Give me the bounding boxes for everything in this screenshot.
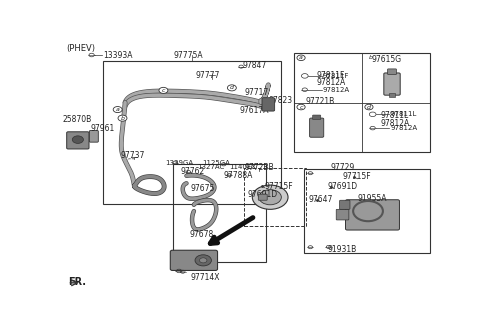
FancyBboxPatch shape (384, 73, 400, 95)
Circle shape (259, 190, 281, 205)
Text: 97811F: 97811F (317, 71, 345, 80)
Circle shape (365, 104, 373, 110)
Text: 97811L: 97811L (381, 111, 409, 120)
Text: 97812A: 97812A (322, 87, 349, 93)
Text: c: c (300, 105, 303, 110)
Text: 97729: 97729 (331, 163, 355, 172)
Circle shape (200, 258, 207, 263)
Text: 97777: 97777 (196, 71, 220, 80)
Text: 1339GA: 1339GA (165, 160, 193, 166)
Text: 97675: 97675 (190, 184, 215, 194)
FancyBboxPatch shape (258, 194, 267, 200)
Text: b: b (120, 116, 124, 121)
Text: 97691D: 97691D (248, 190, 278, 199)
Bar (244, 168, 305, 226)
Circle shape (297, 55, 305, 61)
FancyBboxPatch shape (312, 115, 321, 120)
Text: 97788A: 97788A (224, 171, 253, 180)
Text: (PHEV): (PHEV) (67, 45, 96, 53)
FancyBboxPatch shape (310, 118, 324, 137)
Text: 97775A: 97775A (173, 51, 203, 59)
Text: 97823: 97823 (268, 96, 292, 105)
FancyBboxPatch shape (339, 200, 350, 209)
FancyBboxPatch shape (389, 93, 395, 97)
Text: 97678: 97678 (190, 230, 214, 239)
FancyBboxPatch shape (336, 209, 349, 220)
Text: 97737: 97737 (120, 151, 145, 160)
FancyBboxPatch shape (89, 131, 98, 142)
Circle shape (159, 87, 168, 93)
Text: d: d (367, 105, 371, 110)
Text: 1125GA: 1125GA (202, 160, 230, 166)
Text: 91955A: 91955A (358, 195, 387, 203)
Text: 13393A: 13393A (103, 51, 132, 59)
Text: 9772BB: 9772BB (244, 163, 274, 172)
Text: 97647: 97647 (309, 195, 333, 204)
Text: a: a (299, 55, 303, 60)
Text: FR.: FR. (68, 277, 86, 287)
FancyBboxPatch shape (346, 200, 399, 230)
Text: 97615G: 97615G (372, 54, 402, 64)
Text: 97847: 97847 (242, 61, 266, 71)
FancyBboxPatch shape (67, 132, 89, 149)
Circle shape (72, 136, 84, 143)
Text: 97812A: 97812A (381, 119, 410, 128)
Text: b: b (369, 55, 373, 60)
Text: 97715F: 97715F (343, 172, 372, 181)
Bar (304, 170, 430, 253)
Text: 97714X: 97714X (190, 273, 220, 282)
Text: 97721B: 97721B (305, 97, 335, 107)
FancyBboxPatch shape (170, 250, 217, 271)
Bar (173, 164, 266, 262)
Bar (294, 53, 430, 152)
Text: 1327AC: 1327AC (197, 164, 224, 170)
Text: 97715F: 97715F (264, 182, 293, 191)
Text: 97811L: 97811L (390, 111, 417, 117)
FancyBboxPatch shape (262, 98, 275, 111)
Circle shape (195, 255, 211, 266)
Circle shape (118, 115, 127, 121)
Text: 97717: 97717 (244, 89, 268, 97)
Text: a: a (116, 107, 120, 112)
Circle shape (297, 104, 305, 110)
Circle shape (252, 185, 288, 209)
Text: 97617A: 97617A (240, 106, 269, 115)
Text: 97811F: 97811F (322, 73, 349, 79)
Text: 97762: 97762 (181, 168, 205, 176)
Text: d: d (230, 85, 234, 90)
Bar (103, 61, 281, 203)
Text: 97691D: 97691D (327, 182, 357, 191)
Circle shape (113, 107, 122, 113)
Text: 97812A: 97812A (390, 125, 417, 131)
Text: c: c (162, 88, 165, 93)
Text: 97961: 97961 (91, 124, 115, 133)
Text: 25870B: 25870B (63, 115, 92, 124)
FancyBboxPatch shape (387, 69, 396, 74)
Text: 97812A: 97812A (317, 78, 346, 87)
Circle shape (228, 85, 236, 91)
Text: 1140EX: 1140EX (229, 164, 256, 170)
Text: 91931B: 91931B (327, 245, 356, 254)
